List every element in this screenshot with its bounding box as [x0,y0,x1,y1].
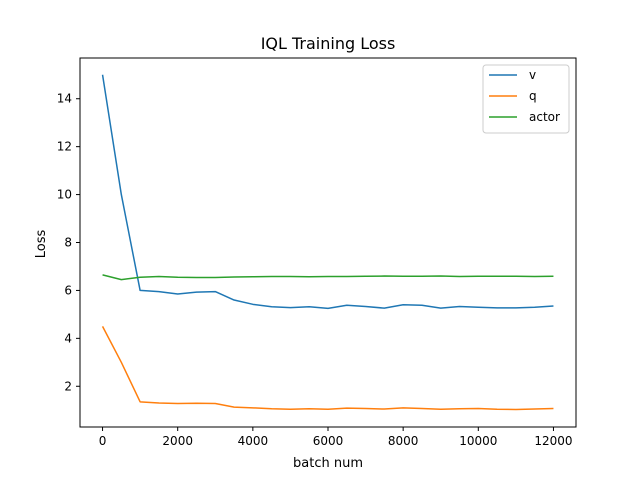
x-tick-label: 12000 [534,434,572,448]
y-tick-label: 12 [57,140,72,154]
legend-label-v: v [529,68,536,82]
legend: vq actor [482,64,570,134]
chart-title: IQL Training Loss [261,34,396,53]
x-tick-label: 2000 [162,434,193,448]
plot-frame [79,57,577,428]
series-line-q [101,326,554,411]
y-tick-label: 8 [64,236,72,250]
series-line-actor [102,274,554,281]
y-tick-label: 4 [64,331,72,345]
y-axis-label: Loss [34,230,49,259]
y-tick-label: 2 [64,379,72,393]
legend-label-q: q [529,89,537,103]
x-axis-label: batch num [293,456,363,471]
x-tick-label: 8000 [388,434,419,448]
y-tick-label: 6 [64,283,72,297]
legend-label-actor: actor [529,110,560,124]
y-tick-label: 10 [57,188,72,202]
x-tick-label: 4000 [238,434,269,448]
legend-box [482,64,570,134]
x-tick-label: 10000 [459,434,497,448]
y-tick-label: 14 [57,92,72,106]
x-tick-label: 6000 [313,434,344,448]
x-tick-label: 0 [99,434,107,448]
plot-area: 0 2000 4000 6000 8000 10000 12000 2 4 6 8 10 12 14 [57,74,573,448]
series-line-v [101,74,554,310]
